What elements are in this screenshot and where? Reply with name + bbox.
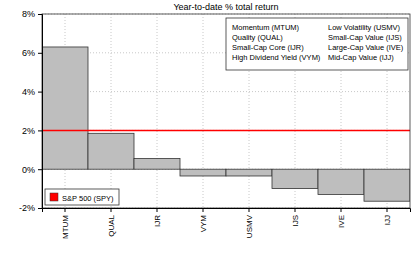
tick: MTUM — [61, 208, 70, 239]
annotation: Small-Cap Core (IJR) — [232, 43, 304, 52]
tick-label: MTUM — [61, 215, 70, 239]
bar — [180, 169, 226, 176]
tick: QUAL — [107, 208, 116, 237]
bar — [88, 133, 134, 169]
axis-line — [38, 15, 43, 209]
legend-swatch — [50, 193, 58, 201]
annotation: Mid-Cap Value (IJJ) — [328, 53, 394, 62]
tick: 0% — [22, 165, 42, 175]
plot-frame — [42, 14, 410, 208]
bar — [272, 169, 318, 188]
reference-line — [42, 130, 410, 132]
tick-mark — [65, 208, 66, 212]
tick-label: IVE — [337, 215, 346, 228]
annotation: Momentum (MTUM) — [232, 23, 300, 32]
bar — [226, 169, 272, 176]
tick-label: VYM — [199, 215, 208, 233]
annotation: Low Volatility (USMV) — [328, 23, 401, 32]
annotation: High Dividend Yield (VYM) — [232, 53, 321, 62]
axis-line — [43, 209, 411, 213]
x-axis: MTUM QUAL IJR VYM USMV IJS IVE IJJ — [43, 208, 411, 239]
annotation: Large-Cap Value (IVE) — [328, 43, 404, 52]
y-axis: -2% 0% 2% 4% 6% 8% — [19, 9, 43, 213]
tick-mark — [203, 208, 204, 212]
tick-mark — [38, 169, 42, 170]
legend: S&P 500 (SPY) — [45, 189, 119, 205]
tick-label: USMV — [245, 214, 254, 238]
bar — [134, 159, 180, 170]
tick-mark — [38, 53, 42, 54]
annotation: Quality (QUAL) — [232, 33, 283, 42]
bar — [42, 47, 88, 169]
tick-label: 2% — [22, 126, 35, 136]
tick: 4% — [22, 87, 42, 97]
tick-mark — [249, 208, 250, 212]
annotation-box: Momentum (MTUM)Quality (QUAL)Small-Cap C… — [226, 18, 408, 70]
tick: 2% — [22, 126, 42, 136]
grid-line — [42, 91, 410, 92]
tick: IJS — [291, 208, 300, 227]
tick: IJJ — [383, 208, 392, 225]
tick-mark — [387, 208, 388, 212]
tick-mark — [341, 208, 342, 212]
annotation-frame — [226, 18, 408, 70]
tick-mark — [295, 208, 296, 212]
grid-line — [157, 14, 158, 208]
legend-label: S&P 500 (SPY) — [62, 194, 114, 203]
tick-label: 8% — [22, 9, 35, 19]
tick: VYM — [199, 208, 208, 232]
tick-label: 0% — [22, 165, 35, 175]
bar — [364, 169, 410, 201]
tick-label: IJJ — [383, 215, 392, 225]
tick-mark — [111, 208, 112, 212]
tick-label: 4% — [22, 87, 35, 97]
tick-label: -2% — [19, 203, 35, 213]
tick-mark — [38, 92, 42, 93]
tick: 8% — [22, 9, 42, 19]
grid-line — [111, 14, 112, 208]
tick-label: IJR — [153, 215, 162, 227]
grid-line — [42, 130, 410, 131]
bar — [318, 169, 364, 194]
tick-mark — [38, 130, 42, 131]
tick: 6% — [22, 48, 42, 58]
grid — [42, 14, 410, 208]
plot: -2% 0% 2% 4% 6% 8% MTUM QUAL IJR VYM USMV IJS IVE IJJ… — [19, 9, 411, 239]
tick-label: 6% — [22, 48, 35, 58]
tick: IJR — [153, 208, 162, 227]
tick-mark — [38, 14, 42, 15]
tick-mark — [157, 208, 158, 212]
annotation: Small-Cap Value (IJS) — [328, 33, 402, 42]
tick: -2% — [19, 203, 42, 213]
tick: USMV — [245, 208, 254, 238]
chart: -2% 0% 2% 4% 6% 8% MTUM QUAL IJR VYM USMV IJS IVE IJJ… — [0, 0, 415, 260]
grid-line — [203, 14, 204, 208]
tick-mark — [38, 208, 42, 209]
legend-frame — [45, 189, 119, 205]
title: Year-to-date % total return — [173, 2, 278, 12]
tick-label: IJS — [291, 215, 300, 227]
tick: IVE — [337, 208, 346, 228]
tick-label: QUAL — [107, 214, 116, 236]
